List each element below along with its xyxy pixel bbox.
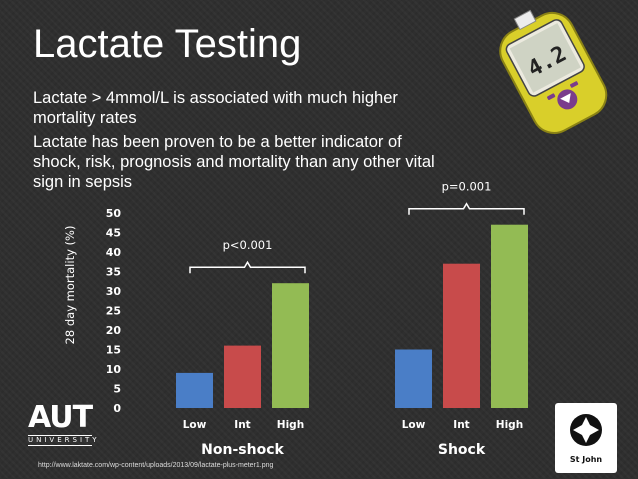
- aut-university-logo: AUT UNIVERSITY: [28, 400, 100, 449]
- group-label: Non-shock: [201, 442, 284, 458]
- y-tick-label: 50: [106, 207, 122, 220]
- slide-title: Lactate Testing: [33, 22, 302, 66]
- y-tick-label: 5: [113, 383, 121, 396]
- group-label: Shock: [438, 442, 486, 458]
- category-label: Int: [453, 419, 469, 431]
- st-john-text: St John: [569, 455, 603, 464]
- category-label: High: [277, 419, 304, 431]
- bar-non-shock-int: [224, 345, 261, 408]
- st-john-cross-icon: [570, 414, 602, 446]
- y-tick-label: 45: [106, 227, 121, 240]
- y-axis-label: 28 day mortality (%): [63, 226, 77, 345]
- bullet-list: Lactate > 4mmol/L is associated with muc…: [33, 88, 453, 196]
- category-label: Low: [402, 419, 426, 431]
- category-label: High: [496, 419, 523, 431]
- y-tick-label: 25: [106, 305, 121, 318]
- y-tick-label: 10: [106, 363, 122, 376]
- y-tick-label: 40: [106, 246, 122, 259]
- bar-shock-low: [395, 349, 432, 408]
- bullet-2: Lactate has been proven to be a better i…: [33, 133, 435, 191]
- bar-shock-high: [491, 224, 528, 408]
- y-tick-label: 35: [106, 266, 121, 279]
- category-label: Int: [234, 419, 250, 431]
- y-tick-label: 30: [106, 285, 122, 298]
- aut-logo-sub: UNIVERSITY: [28, 435, 100, 446]
- source-credit: http://www.laktate.com/wp-content/upload…: [38, 462, 274, 469]
- significance-bracket: [408, 202, 525, 215]
- y-tick-label: 0: [113, 402, 121, 415]
- category-label: Low: [183, 419, 207, 431]
- y-tick-label: 15: [106, 344, 121, 357]
- bullet-1: Lactate > 4mmol/L is associated with muc…: [33, 89, 398, 127]
- bar-non-shock-low: [176, 372, 213, 408]
- significance-label: p<0.001: [223, 238, 273, 252]
- st-john-logo: St John: [555, 403, 617, 473]
- significance-label: p=0.001: [442, 180, 492, 194]
- bar-non-shock-high: [272, 283, 309, 408]
- lactate-meter-image: 4.2: [499, 9, 608, 134]
- aut-logo-word: AUT: [28, 400, 93, 435]
- significance-bracket: [189, 260, 306, 274]
- y-tick-label: 20: [106, 324, 122, 337]
- bar-shock-int: [443, 263, 480, 408]
